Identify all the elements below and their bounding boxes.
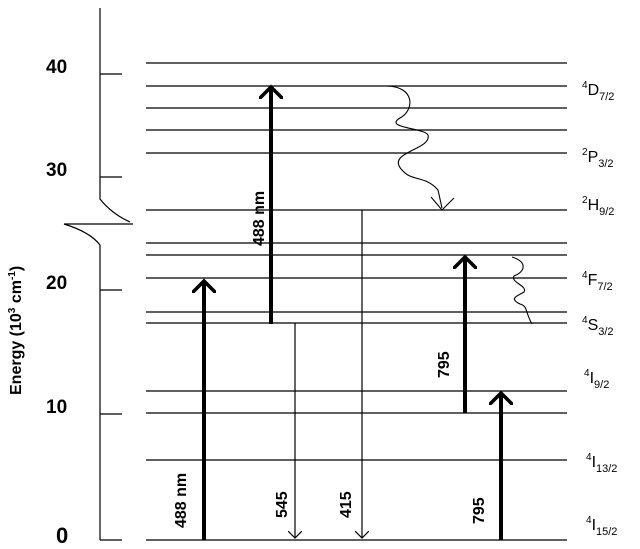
wavy-relaxation-arrowhead: [430, 196, 455, 211]
label-545: 545: [274, 491, 291, 518]
label-415: 415: [338, 491, 355, 518]
tick-label-20: 20: [46, 273, 67, 294]
nonradiative-relaxations: [385, 85, 533, 325]
axis-upper-segment: [99, 8, 131, 223]
tick-label-30: 30: [46, 160, 67, 181]
label-488-ground: 488 nm: [173, 473, 190, 528]
label-795-second: 795: [436, 351, 453, 378]
axis-tick-labels: 40 30 20 10 0: [46, 57, 68, 548]
term-label-I152: 4I15/2: [586, 515, 617, 538]
wavy-relaxation-D72-to-H92: [385, 85, 443, 209]
axis-title: Energy (103 cm-1): [7, 266, 25, 395]
absorption-arrows: [204, 87, 501, 540]
term-label-F72: 4F7/2: [582, 270, 613, 293]
term-label-S32: 4S3/2: [582, 315, 614, 338]
term-label-H92: 2H9/2: [582, 195, 614, 218]
energy-levels: [146, 62, 567, 541]
tick-label-0: 0: [56, 523, 68, 548]
transition-labels: 488 nm 488 nm 545 415 795 795: [173, 191, 488, 528]
term-labels: 4D7/2 2P3/2 2H9/2 4F7/2 4S3/2 4I9/2 4I13…: [582, 80, 617, 538]
tick-label-40: 40: [46, 57, 67, 78]
emission-arrows: [295, 210, 362, 538]
term-label-P32: 2P3/2: [582, 147, 614, 170]
tick-label-10: 10: [46, 397, 67, 418]
energy-axis: [63, 8, 133, 541]
term-label-I132: 4I13/2: [586, 452, 617, 475]
label-488-excited: 488 nm: [251, 191, 268, 246]
axis-lower-segment: [63, 223, 101, 540]
label-795-first: 795: [471, 497, 488, 524]
wavy-relaxation-F72-to-S32: [511, 256, 533, 325]
term-label-I92: 4I9/2: [584, 368, 609, 391]
term-label-D72: 4D7/2: [582, 80, 614, 103]
